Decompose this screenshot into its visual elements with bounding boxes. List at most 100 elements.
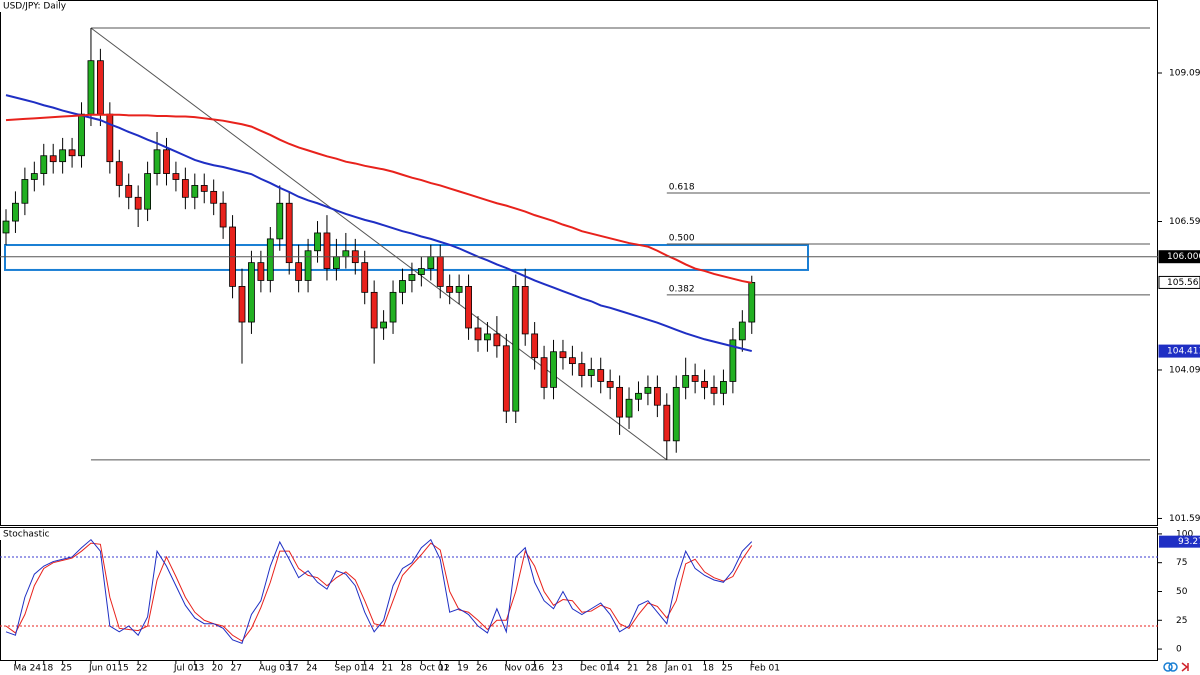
fib-level-label: 0.382 [669, 284, 695, 294]
candle-body [106, 113, 114, 163]
candle-body [578, 363, 586, 376]
candle-body [248, 262, 255, 323]
candle-body [417, 268, 425, 275]
candle-body [68, 149, 76, 157]
candle-body [720, 381, 727, 394]
candle-body [701, 381, 708, 388]
price-marker-label: 104.411 [1167, 347, 1200, 357]
candle-body [474, 327, 482, 341]
icon-link2[interactable] [1168, 662, 1178, 672]
x-tick-label: Dec 01 [580, 664, 612, 674]
candle-body [550, 351, 557, 388]
candle-body [616, 386, 623, 418]
candle-body [606, 381, 614, 388]
x-tick-label: 25 [721, 664, 732, 674]
fib-trendline [90, 27, 668, 461]
price-marker [1158, 275, 1200, 289]
moving-average [5, 94, 752, 353]
candle-body [266, 238, 274, 281]
candle-body [40, 155, 48, 174]
candle-body [484, 333, 491, 341]
candle-body [2, 220, 10, 234]
candle-body [389, 291, 397, 323]
stoch-line [5, 538, 753, 644]
candle-body [559, 351, 567, 359]
x-tick-label: Jan 01 [664, 664, 693, 674]
icon-shift[interactable] [1181, 662, 1189, 672]
candle-body [238, 286, 246, 323]
candle-body [97, 60, 104, 115]
x-tick-label: 20 [212, 664, 224, 674]
candle-body [153, 149, 161, 174]
toolbar-icons[interactable] [1163, 662, 1189, 672]
candle-body [436, 256, 444, 287]
price-marker [1158, 344, 1200, 358]
candle-body [134, 196, 142, 210]
candle-body [446, 286, 454, 293]
y-tick-label: 109.093 [1169, 68, 1200, 78]
candle-body [361, 262, 369, 293]
x-tick-label: 26 [476, 664, 488, 674]
candle-body [285, 202, 293, 264]
candle-body [323, 232, 331, 269]
resistance-zone [4, 244, 809, 271]
candle-body [21, 179, 29, 204]
candle-body [332, 256, 340, 269]
icon-link[interactable] [1163, 662, 1173, 672]
plot-layer: 0.618 0.500 0.382 101.593 104.093 106.593 109.… [0, 27, 1200, 674]
candle-body [144, 173, 152, 210]
stochastic-panel-frame [0, 527, 1158, 661]
fib-level-label: 0.500 [669, 233, 695, 243]
candle-body [531, 333, 539, 359]
x-tick-label: 13 [193, 664, 204, 674]
candle-body [540, 357, 548, 388]
x-tick-label: 27 [231, 664, 242, 674]
candle-body [219, 202, 227, 228]
candle-body [342, 250, 350, 258]
candle-body [710, 386, 718, 394]
y-tick-label: 101.593 [1169, 514, 1200, 524]
candle-body [625, 398, 633, 418]
x-tick-label: 19 [457, 664, 469, 674]
candle-body [653, 386, 661, 406]
x-tick-label: 21 [382, 664, 393, 674]
y-tick-label: 25 [1176, 616, 1187, 626]
x-tick-label: Feb 01 [750, 664, 780, 674]
candle-body [12, 202, 19, 222]
candle-body [380, 321, 388, 329]
x-tick-label: Jun 01 [88, 664, 117, 674]
price-marker [1158, 250, 1200, 264]
x-tick-label: Sep 01 [334, 664, 365, 674]
candle-body [587, 369, 595, 376]
y-tick-label: 100 [1176, 529, 1193, 539]
candle-body [521, 286, 529, 335]
x-tick-label: 18 [42, 664, 54, 674]
candle-body [276, 202, 284, 240]
candle-body [748, 282, 756, 323]
candle-body [200, 185, 208, 192]
candle-body [512, 286, 520, 412]
candle-body [455, 286, 463, 293]
candle-body [502, 345, 510, 412]
x-tick-label: Ma 24 [13, 664, 41, 674]
candle-body [427, 256, 435, 269]
x-tick-label: Aug 03 [259, 664, 291, 674]
candle-body [59, 149, 67, 163]
fib-level-label: 0.618 [669, 182, 695, 192]
candle-body [115, 161, 123, 186]
candle-body [644, 386, 652, 394]
candle-body [635, 392, 642, 400]
x-tick-label: 24 [306, 664, 318, 674]
stoch-title: Stochastic [3, 530, 50, 540]
y-tick-label: 106.593 [1169, 217, 1200, 227]
candle-body [87, 60, 95, 115]
candle-body [663, 404, 671, 442]
price-marker-label: 105.567 [1167, 278, 1200, 288]
x-tick-label: 23 [552, 664, 563, 674]
x-tick-label: 14 [608, 664, 620, 674]
candle-body [125, 185, 133, 198]
candle-body [682, 375, 690, 388]
x-tick-label: 14 [363, 664, 375, 674]
